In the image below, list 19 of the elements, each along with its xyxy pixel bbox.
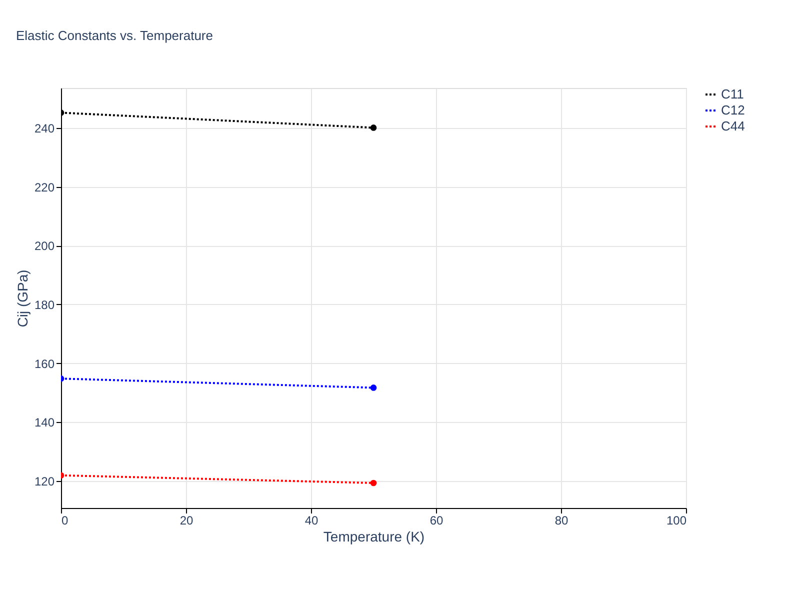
x-tick-label: 20	[180, 514, 194, 528]
y-axis-title: Cij (GPa)	[14, 270, 30, 328]
chart-title: Elastic Constants vs. Temperature	[16, 28, 213, 43]
x-tick-label: 40	[304, 514, 318, 528]
x-axis-title: Temperature (K)	[323, 528, 425, 544]
y-tick-label: 160	[34, 356, 55, 371]
x-tick-label: 80	[554, 514, 568, 528]
y-tick-label: 200	[34, 239, 55, 254]
x-tick-label: 100	[666, 514, 687, 528]
y-tick-label: 140	[34, 416, 55, 430]
legend-label: C44	[721, 118, 745, 134]
legend-label: C12	[721, 102, 745, 118]
y-tick-label: 120	[34, 474, 55, 488]
y-tick-label: 180	[34, 298, 55, 312]
legend-label: C11	[721, 86, 744, 102]
y-tick-label: 240	[34, 122, 55, 136]
x-tick-label: 0	[62, 514, 68, 528]
y-tick-label: 220	[34, 180, 55, 194]
x-tick-label: 60	[430, 514, 444, 528]
